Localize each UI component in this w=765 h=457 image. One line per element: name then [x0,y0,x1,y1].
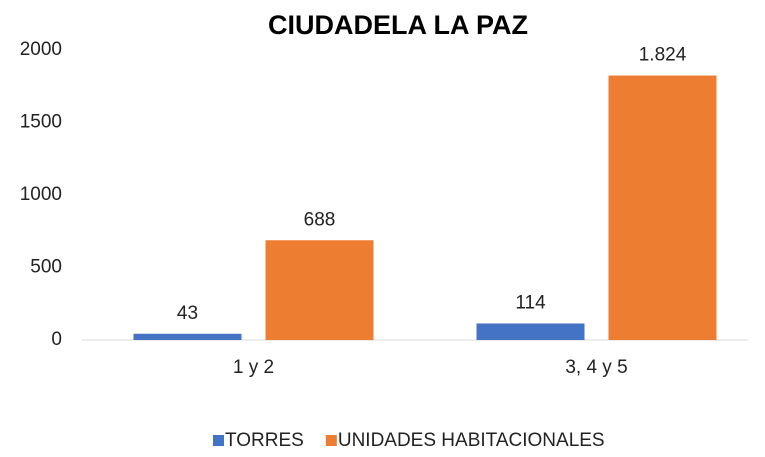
bar [133,333,242,340]
value-label: 43 [177,303,198,324]
bar [265,240,374,340]
legend-label: UNIDADES HABITACIONALES [338,430,605,451]
value-label: 688 [304,209,336,230]
bar [608,75,717,341]
chart-title: CIUDADELA LA PAZ [268,10,528,40]
value-label: 114 [515,292,546,313]
legend-swatch [325,435,337,446]
y-tick-label: 0 [51,329,62,350]
y-tick-label: 1000 [20,184,62,205]
y-tick-label: 2000 [20,39,62,60]
legend-label: TORRES [225,430,304,451]
value-label: 1.824 [639,45,687,66]
y-tick-label: 500 [30,257,62,278]
legend-swatch [213,435,224,446]
x-tick-label: 3, 4 y 5 [565,357,627,378]
bar [476,323,585,340]
y-tick-label: 1500 [20,112,62,133]
x-tick-label: 1 y 2 [233,357,274,378]
